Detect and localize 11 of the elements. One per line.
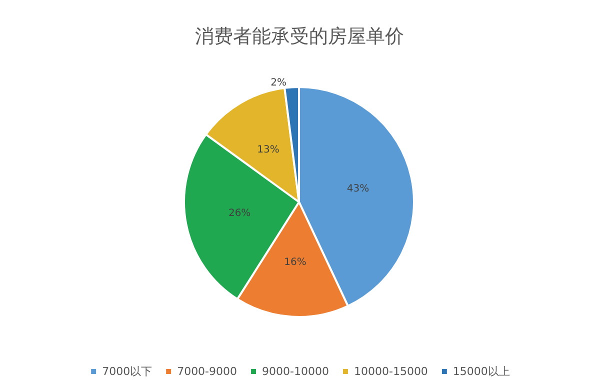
legend-label: 15000以上 [452,365,510,378]
data-label: 16% [284,256,306,268]
legend-label: 7000-9000 [177,365,238,378]
data-label: 13% [257,144,280,156]
data-label: 26% [228,208,251,219]
data-label: 2% [270,78,287,89]
legend-label: 10000-15000 [354,365,428,378]
chart-title: 消费者能承受的房屋单价 [195,26,404,48]
legend-label: 9000-10000 [262,365,329,378]
data-label: 43% [346,183,370,194]
legend-label: 7000以下 [102,365,152,378]
